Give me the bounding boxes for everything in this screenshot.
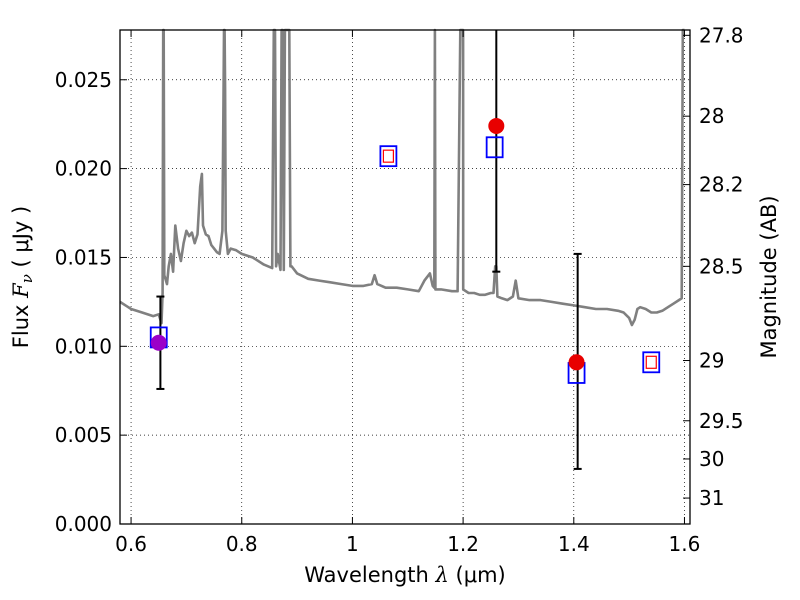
x-tick-label: 1.6 (669, 532, 701, 556)
y2-ticks: 27.8 28 28.2 28.5 29 29.5 30 31 (683, 23, 744, 510)
y-tick-label: 0.005 (55, 423, 112, 447)
y-axis-label-symbol: F (9, 282, 33, 299)
y-tick-label: 0.020 (55, 157, 112, 181)
x-tick-label: 0.6 (115, 532, 147, 556)
y2-tick-label: 30 (699, 447, 724, 471)
spectrum-layer (119, 28, 685, 327)
y2-tick-label: 29 (699, 349, 724, 373)
y-axis-label-text: Flux (9, 305, 33, 349)
model-square-marker-inner (382, 149, 394, 163)
y2-tick-label: 28 (699, 104, 724, 128)
flux-point-marker (568, 354, 585, 371)
model-square-marker-inner (645, 355, 657, 369)
plot-frame (119, 29, 691, 525)
model-square-marker-outer (379, 145, 398, 168)
y-tick-label: 0.015 (55, 245, 112, 269)
marker-layer (149, 117, 661, 384)
x-tick-label: 1 (346, 532, 359, 556)
y-axis-label-subscript: ν (18, 274, 36, 283)
flux-point-marker (488, 117, 505, 134)
x-tick-label: 1.2 (447, 532, 479, 556)
y2-tick-label: 29.5 (699, 409, 744, 433)
x-axis-label-unit: (μm) (456, 563, 506, 587)
y2-tick-label: 28.5 (699, 254, 744, 278)
y-ticks: 0.000 0.005 0.010 0.015 0.020 0.025 (55, 68, 127, 536)
y-axis-label-unit: ( μJy ) (9, 206, 33, 268)
y-tick-label: 0.000 (55, 512, 112, 536)
y-axis-label: Flux Fν ( μJy ) (9, 206, 36, 348)
y2-tick-label: 28.2 (699, 173, 744, 197)
x-ticks: 0.6 0.8 1 1.2 1.4 1.6 (115, 30, 700, 556)
x-tick-label: 0.8 (226, 532, 258, 556)
x-tick-label: 1.4 (558, 532, 590, 556)
y2-tick-label: 27.8 (699, 23, 744, 47)
x-axis-label-text: Wavelength (304, 563, 429, 587)
y-tick-label: 0.010 (55, 334, 112, 358)
grid (120, 30, 690, 524)
flux-point-marker (150, 334, 167, 351)
model-spectrum-line (119, 28, 685, 327)
observed-square-marker (485, 136, 504, 159)
y2-tick-label: 31 (699, 486, 724, 510)
y-tick-label: 0.025 (55, 68, 112, 92)
x-axis-label-symbol: λ (435, 563, 449, 587)
y2-axis-label: Magnitude (AB) (757, 195, 781, 358)
model-square-marker-outer (642, 351, 661, 374)
x-axis-label: Wavelength λ (μm) (304, 563, 505, 587)
